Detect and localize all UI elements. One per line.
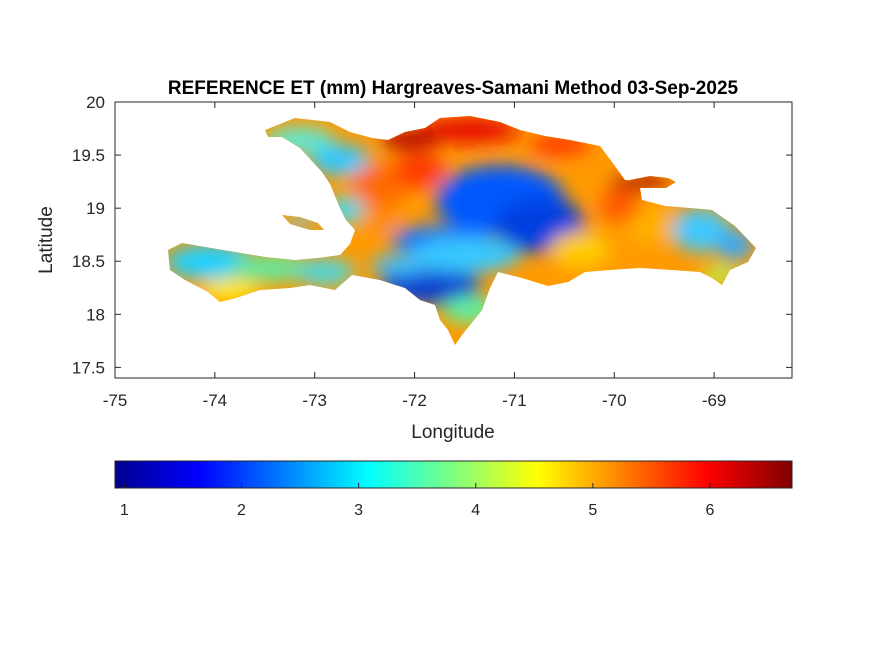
x-tick-label: -70 [602,391,627,410]
y-tick-label: 19 [86,199,105,218]
y-tick-label: 19.5 [72,146,105,165]
y-axis: 20 19.5 19 18.5 18 17.5 [72,93,792,377]
colorbar-tick-label: 5 [588,502,597,519]
colorbar-tick-label: 4 [471,502,480,519]
y-tick-label: 20 [86,93,105,112]
x-tick-label: -73 [302,391,327,410]
x-axis-label: Longitude [411,422,494,443]
x-tick-label: -69 [702,391,727,410]
x-tick-label: -75 [103,391,128,410]
y-axis-label: Latitude [36,206,57,274]
y-tick-label: 18.5 [72,252,105,271]
x-axis: -75 -74 -73 -72 -71 -70 -69 [103,102,727,410]
colorbar-tick-label: 3 [354,502,363,519]
colorbar [114,460,793,489]
colorbar-tick-label: 6 [706,502,715,519]
y-tick-label: 18 [86,305,105,324]
colorbar-ticks: 1 2 3 4 5 6 [120,483,715,519]
y-tick-label: 17.5 [72,358,105,377]
colorbar-tick-label: 1 [120,502,129,519]
map-title: REFERENCE ET (mm) Hargreaves-Samani Meth… [168,78,739,99]
x-tick-label: -72 [402,391,427,410]
colorbar-tick-label: 2 [237,502,246,519]
x-tick-label: -74 [203,391,228,410]
x-tick-label: -71 [502,391,527,410]
